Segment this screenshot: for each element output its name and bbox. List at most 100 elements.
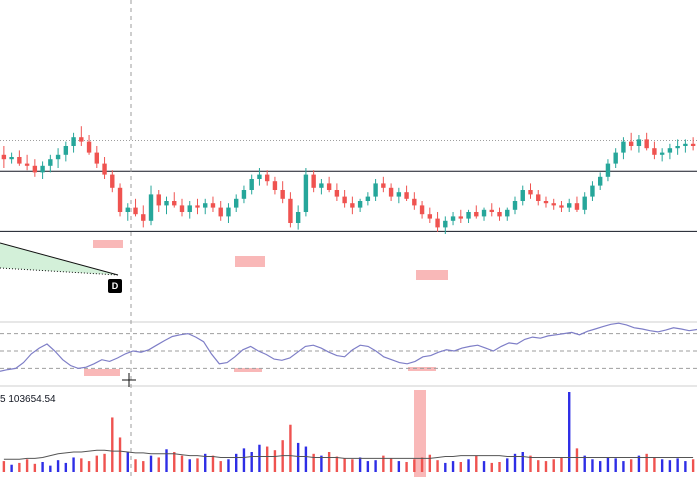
price-levels: [0, 140, 697, 232]
volume-bar: [343, 458, 346, 472]
volume-bar: [134, 459, 137, 472]
candle-body: [17, 157, 22, 164]
candle-body: [1, 154, 7, 160]
volume-bar: [196, 458, 199, 472]
candle-body: [551, 203, 556, 206]
highlight-box: [414, 390, 426, 477]
highlight-box: [408, 367, 436, 371]
candle-body: [195, 205, 200, 208]
volume-bar: [219, 461, 222, 472]
candle-body: [249, 179, 254, 190]
candle-body: [667, 148, 673, 153]
candle-body: [644, 139, 649, 149]
volume-bar: [188, 459, 191, 472]
candle-body: [63, 146, 69, 155]
candle-body: [210, 203, 216, 208]
candle-body: [520, 190, 525, 201]
volume-bar: [250, 452, 253, 472]
volume-bar: [64, 462, 68, 472]
volume-bar: [126, 452, 129, 472]
volume-bar: [242, 448, 246, 472]
candle-body: [628, 141, 634, 146]
volume-bar: [459, 462, 462, 472]
volume-bar: [622, 461, 625, 472]
candle-body: [164, 201, 169, 206]
candle-body: [350, 203, 355, 208]
candle-body: [148, 194, 154, 221]
volume-bar: [25, 459, 29, 472]
volume-bar: [614, 458, 617, 472]
volume-bar: [111, 417, 114, 472]
candle-body: [652, 148, 657, 155]
candle-body: [481, 209, 487, 217]
volume-bar: [49, 465, 52, 472]
volume-bar: [413, 459, 416, 472]
volume-bar: [606, 457, 610, 472]
candle-body: [187, 205, 192, 212]
candle-body: [179, 205, 185, 212]
candle-body: [334, 190, 340, 197]
volume-bar: [575, 448, 579, 472]
volume-bar: [56, 460, 60, 472]
candle-body: [32, 165, 38, 173]
candle-body: [110, 174, 115, 188]
volume-bar: [211, 455, 215, 472]
volume-bar: [444, 462, 447, 472]
volume-bar: [265, 446, 269, 472]
volume-bar: [420, 457, 424, 472]
candle-body: [288, 198, 293, 223]
volume-bar: [296, 442, 300, 472]
candle-body: [203, 203, 208, 208]
volume-bar: [382, 455, 385, 472]
candle-body: [597, 176, 603, 186]
volume-bar: [629, 459, 633, 472]
candle-body: [218, 207, 223, 217]
wedge-line: [0, 242, 119, 276]
volume-bar: [637, 455, 641, 472]
candle-body: [86, 141, 92, 153]
highlight-boxes: [84, 240, 448, 477]
volume-bar: [258, 444, 261, 472]
volume-bar: [397, 461, 401, 472]
candle-body: [466, 212, 471, 219]
volume-bar: [2, 461, 6, 472]
candle-body: [396, 192, 402, 197]
volume-bar: [668, 460, 672, 472]
volume-bar: [351, 459, 354, 472]
volume-bar: [389, 458, 393, 472]
wedge-drawing: [0, 242, 119, 276]
volume-bar: [366, 461, 370, 472]
volume-bar: [149, 455, 153, 472]
volume-bar: [103, 453, 106, 472]
candle-body: [404, 192, 409, 199]
volume-bar: [428, 454, 432, 472]
volume-bar: [537, 460, 540, 472]
candle-body: [102, 163, 107, 175]
candle-body: [427, 214, 433, 219]
volume-bar: [591, 459, 594, 472]
candle-body: [381, 183, 386, 188]
candle-body: [133, 207, 138, 215]
volume-ma-line: [3, 449, 694, 460]
candle-body: [9, 157, 14, 160]
volume-bar: [312, 453, 315, 472]
volume-bar: [18, 462, 21, 472]
volume-bar: [204, 453, 207, 472]
candle-body: [303, 174, 309, 212]
candle-body: [528, 190, 533, 195]
candle-body: [675, 146, 680, 149]
volume-bar: [358, 457, 362, 472]
candle-body: [257, 174, 262, 179]
candle-body: [474, 212, 479, 217]
volume-bar: [10, 464, 13, 472]
highlight-box: [235, 256, 265, 267]
drawing-marker-d[interactable]: D: [108, 279, 122, 293]
candle-body: [141, 214, 146, 221]
candle-body: [365, 196, 371, 201]
volume-bar: [583, 455, 586, 472]
candle-body: [280, 190, 285, 199]
candle-body: [319, 183, 324, 188]
volume-bar: [289, 424, 292, 472]
volume-bar: [568, 392, 571, 472]
